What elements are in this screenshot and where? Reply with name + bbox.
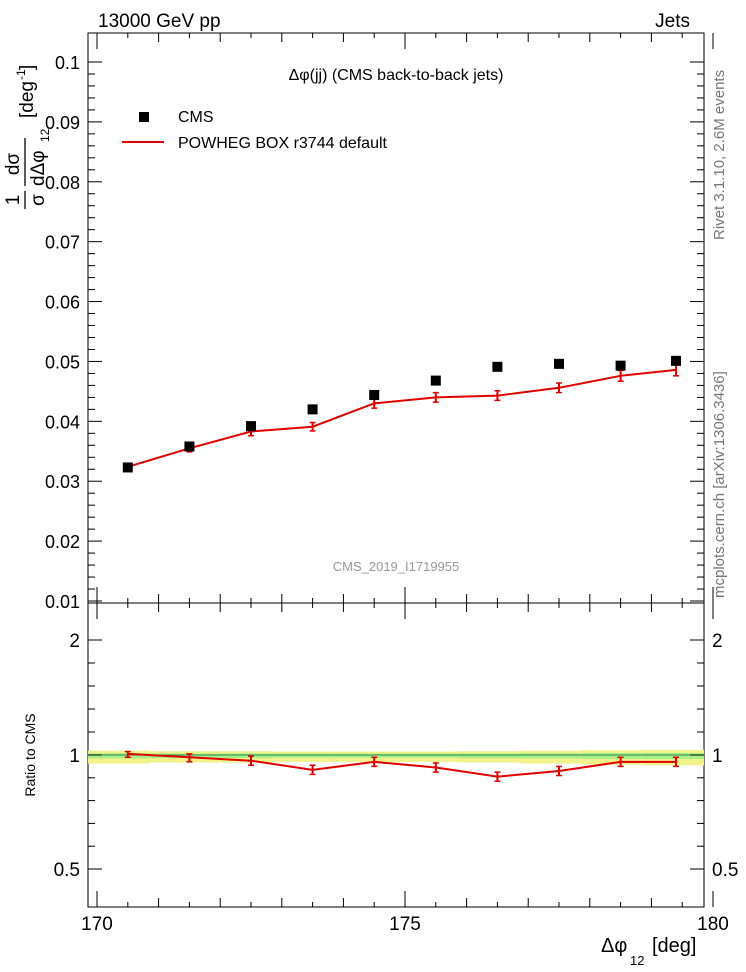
legend-label-cms: CMS [178, 109, 214, 126]
ratio-band-inner [272, 753, 335, 758]
ratio-band-inner [642, 752, 704, 760]
ratio-band-inner [580, 753, 643, 759]
y-tick-label-ratio-right: 2 [712, 631, 723, 652]
side-label-bottom: mcplots.cern.ch [arXiv:1306.3436] [711, 371, 728, 598]
y-tick-label-main: 0.06 [45, 293, 80, 313]
ratio-band-inner [149, 753, 212, 759]
ylabel-unit-close: ] [17, 65, 38, 70]
x-tick-label: 175 [389, 914, 421, 935]
main-plot-panel: Δφ(jj) (CMS back-to-back jets) CMS_2019_… [3, 32, 714, 612]
ylabel-dfrac-num: dσ [3, 153, 24, 176]
y-tick-label-main: 0.1 [55, 53, 80, 73]
xlabel-unit: [deg] [652, 935, 696, 957]
cms-data-point [184, 441, 195, 452]
cms-data-point [307, 404, 318, 415]
y-tick-label-ratio: 1 [69, 746, 80, 767]
ratio-y-axis-label: Ratio to CMS [22, 713, 38, 796]
y-axis-label: 1 σ dσ dΔφ 12 [deg -1 ] [3, 65, 52, 209]
legend-label-powheg: POWHEG BOX r3744 default [178, 135, 388, 152]
y-tick-label-main: 0.05 [45, 352, 80, 372]
header-left: 13000 GeV pp [98, 11, 221, 32]
powheg-ratio-line [127, 752, 677, 778]
cms-data-point [122, 462, 133, 473]
y-tick-label-main: 0.07 [45, 233, 80, 253]
cms-data-point [246, 421, 256, 432]
x-tick-label: 170 [81, 914, 113, 935]
ratio-plot-panel: 0.5 0.5 1 1 2 2 170 175 180 Ratio to CMS [22, 602, 738, 935]
y-tick-label-main: 0.04 [45, 412, 80, 432]
ratio-band-inner [457, 753, 520, 759]
y-tick-label-main: 0.03 [45, 472, 80, 492]
y-tick-label-main: 0.01 [45, 592, 80, 612]
cms-data-point [671, 355, 682, 366]
cms-data-point [554, 358, 564, 369]
ylabel-frac-num: 1 [3, 195, 24, 206]
x-tick-label: 180 [697, 914, 729, 935]
cms-data-point [430, 375, 441, 386]
ylabel-frac-den: σ [28, 194, 49, 206]
ratio-band-inner [211, 753, 273, 759]
cms-data-point [615, 360, 626, 371]
x-axis-label: Δφ 12 [deg] [601, 935, 696, 968]
ratio-band-inner [334, 753, 396, 758]
cms-data-point [492, 361, 503, 372]
header-right: Jets [655, 11, 690, 32]
ylabel-dfrac-den: dΔφ [28, 150, 49, 186]
powheg-line [127, 368, 677, 468]
y-tick-label-ratio: 2 [69, 631, 80, 652]
side-label-top: Rivet 3.1.10, 2.6M events [711, 70, 728, 240]
ratio-band-inner [88, 753, 150, 759]
y-tick-label-ratio-right: 1 [712, 746, 723, 767]
chart-title: Δφ(jj) (CMS back-to-back jets) [289, 67, 504, 84]
xlabel-main: Δφ [601, 935, 627, 957]
ratio-band-inner [519, 753, 581, 759]
y-tick-label-ratio-right: 0.5 [712, 860, 738, 881]
legend: CMS POWHEG BOX r3744 default [122, 109, 388, 152]
y-tick-label-main: 0.09 [45, 113, 80, 133]
y-tick-label-main: 0.08 [45, 173, 80, 193]
cms-data-point [369, 389, 380, 400]
y-tick-label-ratio: 0.5 [54, 860, 80, 881]
legend-marker-cms [139, 112, 149, 122]
xlabel-sub: 12 [630, 953, 644, 968]
analysis-watermark: CMS_2019_I1719955 [333, 559, 460, 574]
ratio-band-inner [396, 753, 458, 758]
ylabel-dfrac-sub: 12 [38, 128, 52, 142]
y-tick-label-main: 0.02 [45, 532, 80, 552]
ylabel-unit-exp: -1 [14, 69, 28, 80]
ylabel-unit: [deg [17, 81, 38, 118]
